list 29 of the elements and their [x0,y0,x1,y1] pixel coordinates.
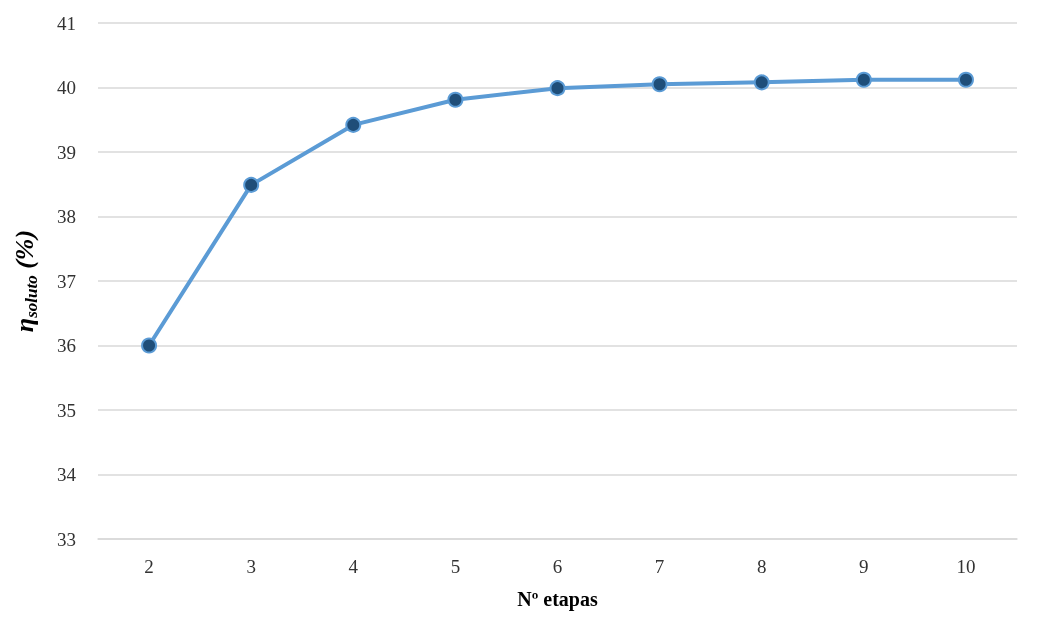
y-tick-label: 37 [57,270,76,292]
x-tick-label: 7 [654,556,665,577]
point [141,337,158,354]
y-tick-label: 36 [57,335,76,356]
point [549,80,566,97]
x-tick-label: 2 [144,556,154,577]
y-tick-label: 38 [57,206,76,227]
x-tick-label: 5 [450,556,461,577]
y-axis-title: ηsoluto (%) [10,229,41,333]
x-tick-label: 3 [246,556,256,577]
point [345,116,362,133]
x-tick-label: 4 [348,556,359,577]
point [855,71,872,88]
point [957,71,974,88]
y-tick-label: 35 [57,399,76,421]
x-axis-title: Nº etapas [517,588,598,611]
point [753,74,770,91]
y-tick-label: 39 [57,141,76,163]
point [243,176,260,193]
y-tick-label: 41 [57,12,76,34]
x-tick-label: 9 [859,556,869,577]
y-tick-label: 33 [57,528,76,550]
x-tick-label: 6 [552,556,563,577]
x-tick-label: 8 [756,556,767,577]
y-tick-label: 34 [57,464,77,485]
y-tick-label: 40 [57,77,76,98]
x-tick-label: 10 [956,556,976,577]
point [651,76,668,93]
point [447,91,464,108]
